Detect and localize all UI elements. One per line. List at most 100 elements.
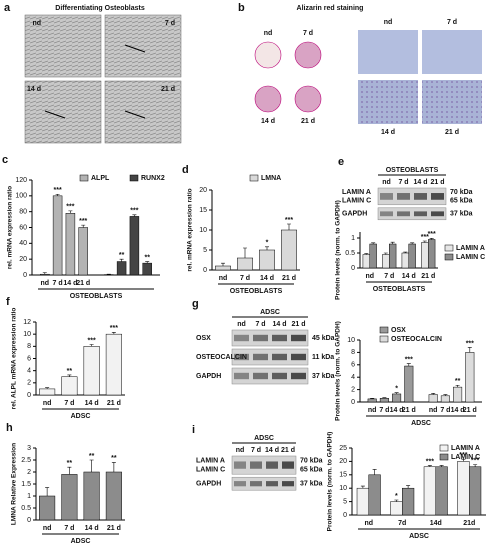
panel-title: Alizarin red staining xyxy=(297,5,364,12)
error-bar xyxy=(81,224,86,228)
band xyxy=(397,193,410,200)
legend-swatch xyxy=(439,453,449,461)
y-tick-label: 5 xyxy=(203,247,207,254)
kda-label: 45 kDa xyxy=(312,335,335,342)
band xyxy=(272,334,287,342)
significance: * xyxy=(395,386,398,393)
bar xyxy=(215,265,231,271)
error-bar xyxy=(111,462,116,472)
bar xyxy=(469,466,482,516)
panel-letter: h xyxy=(6,422,13,434)
kda-label: 70 kDa xyxy=(300,457,323,464)
panel-letter: c xyxy=(2,154,8,166)
x-tick-label: 14 d xyxy=(260,275,274,282)
error-bar xyxy=(473,464,478,467)
legend-swatch xyxy=(249,174,259,182)
y-tick-label: 0 xyxy=(351,265,355,272)
well xyxy=(254,41,282,69)
bar xyxy=(390,501,403,516)
error-bar xyxy=(422,240,427,243)
y-axis-label: Protein levels (norm. to GAPDH) xyxy=(327,432,334,532)
significance: *** xyxy=(471,457,479,464)
error-bar xyxy=(111,332,116,335)
bar xyxy=(129,216,140,276)
significance: ** xyxy=(455,378,461,385)
blot-header: ADSC xyxy=(254,435,274,442)
x-tick-label: 21 d xyxy=(421,273,435,280)
error-bar xyxy=(265,246,269,250)
y-tick-label: 1 xyxy=(27,493,31,500)
x-tick-label: nd xyxy=(365,273,374,280)
bar xyxy=(39,388,56,396)
stain-label: nd xyxy=(384,19,393,26)
x-tick-label: 7 d xyxy=(379,407,389,414)
y-tick-label: 60 xyxy=(19,224,27,231)
row-label: OSTEOCALCIN xyxy=(196,354,247,361)
y-tick-label: 2.5 xyxy=(21,457,31,464)
well-label: 7 d xyxy=(303,30,313,37)
band xyxy=(380,211,393,217)
x-tick-label: nd xyxy=(429,407,438,414)
x-tick-label: 14 d xyxy=(451,407,465,414)
y-tick-label: 10 xyxy=(199,227,207,234)
error-bar xyxy=(439,465,444,467)
significance: *** xyxy=(110,325,118,332)
error-bar xyxy=(68,210,73,214)
x-tick-label: nd xyxy=(41,280,50,287)
well xyxy=(294,85,322,113)
bar xyxy=(237,257,253,271)
stain-image xyxy=(358,30,418,74)
panel-letter: g xyxy=(192,298,199,310)
band xyxy=(291,372,306,380)
legend-label: LAMIN C xyxy=(456,254,485,261)
significance: * xyxy=(395,493,398,500)
bar xyxy=(116,261,127,276)
bar xyxy=(379,398,389,403)
y-tick-label: 25 xyxy=(339,445,347,452)
micrograph xyxy=(104,14,182,78)
kda-label: 65 kDa xyxy=(450,197,473,204)
band xyxy=(266,461,278,469)
significance: *** xyxy=(421,234,429,241)
significance: *** xyxy=(405,356,413,363)
bar xyxy=(404,365,414,403)
kda-label: 70 kDa xyxy=(450,189,473,196)
significance: * xyxy=(266,240,269,247)
x-tick-label: nd xyxy=(368,407,377,414)
stain-image xyxy=(422,30,482,74)
tile-label: 14 d xyxy=(27,86,41,93)
bar xyxy=(105,333,122,396)
y-tick-label: 80 xyxy=(19,209,27,216)
bar xyxy=(367,398,377,403)
well-label: 14 d xyxy=(261,118,275,125)
significance: *** xyxy=(428,231,436,238)
error-bar xyxy=(42,272,47,275)
significance: *** xyxy=(79,218,87,225)
significance: *** xyxy=(54,187,62,194)
y-tick-label: 12 xyxy=(23,319,31,326)
legend-label: LMNA xyxy=(261,175,281,182)
x-tick-label: 21 d xyxy=(107,400,121,407)
tile-label: 21 d xyxy=(161,86,175,93)
bar xyxy=(281,229,297,271)
stain-label: 14 d xyxy=(381,129,395,136)
x-axis-label: OSTEOBLASTS xyxy=(70,293,123,300)
micrograph xyxy=(104,80,182,144)
bar xyxy=(421,242,429,269)
band xyxy=(291,353,306,361)
x-tick-label: 14 d xyxy=(402,273,416,280)
error-bar xyxy=(67,374,72,377)
legend-label: RUNX2 xyxy=(141,175,165,182)
x-tick-label: 7 d xyxy=(240,275,250,282)
error-bar xyxy=(360,485,365,489)
bar xyxy=(457,461,470,516)
bar xyxy=(78,227,88,276)
lane-label: 14 d xyxy=(413,179,427,186)
error-bar xyxy=(55,193,60,196)
y-tick-label: 0 xyxy=(351,399,355,406)
bar xyxy=(389,243,397,269)
bar xyxy=(369,243,377,269)
legend-label: OSTEOCALCIN xyxy=(391,336,442,343)
x-tick-label: 21 d xyxy=(402,407,416,414)
